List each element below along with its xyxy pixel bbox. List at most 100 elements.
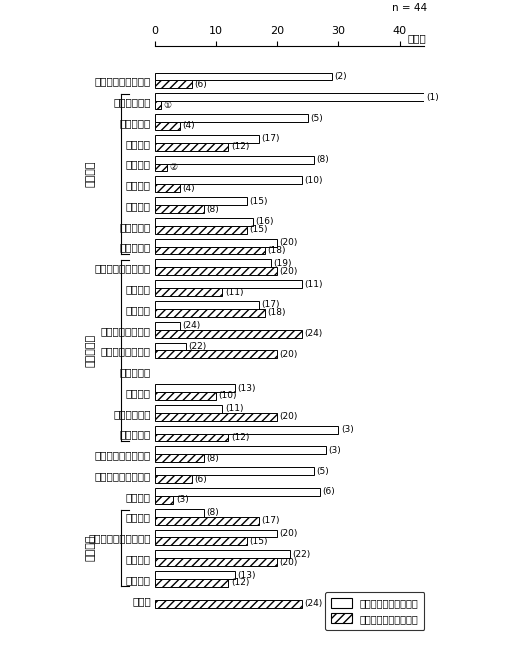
Bar — [155, 351, 277, 358]
Text: (5): (5) — [310, 114, 323, 122]
Text: (18): (18) — [267, 309, 286, 317]
Text: (12): (12) — [231, 578, 249, 587]
Bar — [155, 475, 192, 483]
Bar — [155, 226, 247, 233]
Bar — [155, 239, 277, 247]
Text: (20): (20) — [280, 350, 298, 359]
Text: (12): (12) — [231, 142, 249, 151]
Text: (24): (24) — [182, 321, 200, 330]
Text: 医療の提供: 医療の提供 — [86, 334, 96, 367]
Bar — [155, 571, 235, 579]
Bar — [155, 467, 314, 475]
Bar — [155, 322, 179, 330]
Bar — [155, 509, 204, 517]
Bar — [155, 600, 302, 608]
Text: (20): (20) — [280, 238, 298, 247]
Bar — [155, 267, 277, 275]
Text: (19): (19) — [273, 259, 292, 268]
Text: (15): (15) — [249, 197, 268, 205]
Bar — [155, 488, 320, 496]
Text: (1): (1) — [427, 93, 439, 102]
Text: (8): (8) — [316, 155, 329, 164]
Text: (6): (6) — [194, 80, 207, 89]
Legend: ：日勤帯の訪問で実施, ：夜間早朝訪問で実施: ：日勤帯の訪問で実施, ：夜間早朝訪問で実施 — [325, 593, 424, 630]
Bar — [155, 434, 229, 441]
Text: (11): (11) — [225, 404, 244, 413]
Bar — [155, 288, 222, 296]
Bar — [155, 94, 424, 101]
Text: (24): (24) — [304, 329, 323, 338]
Text: (24): (24) — [304, 599, 323, 608]
Text: (4): (4) — [182, 122, 194, 130]
Text: (5): (5) — [316, 467, 329, 475]
Bar — [155, 330, 302, 337]
Bar — [155, 309, 265, 317]
Bar — [155, 73, 332, 80]
Text: (22): (22) — [292, 550, 310, 559]
Bar — [155, 558, 277, 566]
Bar — [155, 496, 173, 504]
Bar — [155, 184, 179, 192]
Bar — [155, 413, 277, 421]
Text: (15): (15) — [249, 225, 268, 234]
Bar — [155, 205, 204, 213]
Bar — [155, 177, 302, 184]
Bar — [155, 143, 229, 150]
Bar — [155, 164, 168, 171]
Bar — [155, 301, 259, 309]
Bar — [155, 530, 277, 538]
Bar — [155, 392, 216, 400]
Text: (17): (17) — [262, 516, 280, 525]
Text: (4): (4) — [182, 184, 194, 193]
Text: ①: ① — [164, 101, 172, 110]
Text: (18): (18) — [267, 246, 286, 255]
Bar — [155, 550, 290, 558]
Text: (13): (13) — [237, 570, 255, 579]
Text: (11): (11) — [225, 288, 244, 297]
Bar — [155, 426, 339, 434]
Bar — [155, 218, 253, 226]
Text: (15): (15) — [249, 537, 268, 546]
Text: (12): (12) — [231, 433, 249, 442]
Bar — [155, 247, 265, 254]
Bar — [155, 122, 179, 130]
Text: n = 44: n = 44 — [391, 3, 427, 14]
Text: 家事援助: 家事援助 — [86, 534, 96, 561]
Text: (10): (10) — [219, 392, 237, 400]
Bar — [155, 384, 235, 392]
Text: (6): (6) — [194, 475, 207, 483]
Bar — [155, 156, 314, 164]
Text: (16): (16) — [255, 217, 274, 226]
Bar — [155, 80, 192, 88]
Text: (17): (17) — [262, 300, 280, 309]
Bar — [155, 197, 247, 205]
Bar — [155, 447, 326, 455]
Text: (10): (10) — [304, 176, 323, 185]
Text: (20): (20) — [280, 267, 298, 276]
Bar — [155, 343, 186, 351]
Text: (6): (6) — [323, 487, 335, 496]
Text: (3): (3) — [341, 425, 354, 434]
Bar — [155, 101, 161, 109]
Text: (2): (2) — [334, 72, 347, 81]
Text: (8): (8) — [206, 205, 219, 213]
Text: (20): (20) — [280, 529, 298, 538]
Text: (3): (3) — [329, 446, 341, 455]
Bar — [155, 538, 247, 545]
Bar — [155, 579, 229, 587]
Text: 身辺ケア: 身辺ケア — [86, 161, 96, 187]
Bar — [155, 517, 259, 525]
Bar — [155, 455, 204, 462]
Bar — [155, 114, 308, 122]
Text: （人）: （人） — [408, 33, 427, 43]
Text: (20): (20) — [280, 412, 298, 421]
Text: (3): (3) — [176, 495, 189, 504]
Text: (20): (20) — [280, 558, 298, 566]
Text: (13): (13) — [237, 383, 255, 392]
Text: (17): (17) — [262, 134, 280, 143]
Text: (8): (8) — [206, 508, 219, 517]
Bar — [155, 281, 302, 288]
Bar — [155, 260, 271, 267]
Text: ②: ② — [170, 163, 178, 172]
Text: (8): (8) — [206, 454, 219, 463]
